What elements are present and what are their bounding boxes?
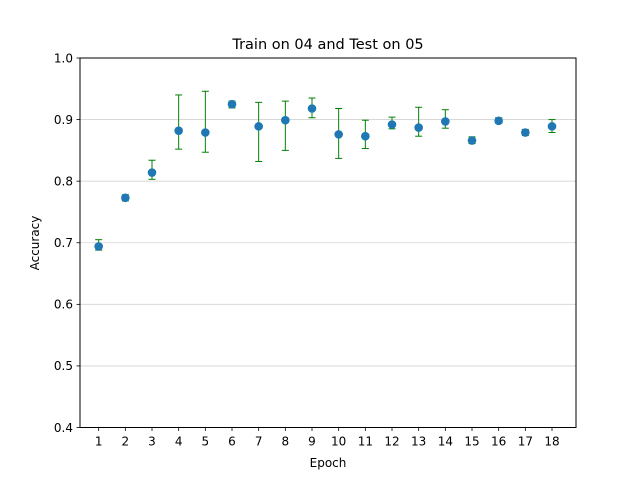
x-tick-label: 17 bbox=[518, 435, 533, 449]
x-tick-label: 2 bbox=[122, 435, 130, 449]
data-point bbox=[521, 128, 530, 137]
data-point bbox=[334, 130, 343, 139]
data-point bbox=[147, 168, 157, 177]
data-point bbox=[281, 115, 290, 125]
data-point bbox=[201, 128, 210, 137]
data-point bbox=[121, 193, 130, 203]
y-tick-label: 0.4 bbox=[54, 421, 73, 435]
data-point bbox=[494, 116, 503, 126]
data-point bbox=[307, 104, 317, 113]
y-tick-label: 1.0 bbox=[54, 51, 73, 65]
y-tick-label: 0.7 bbox=[54, 236, 73, 250]
data-point bbox=[387, 120, 397, 129]
data-point bbox=[414, 123, 423, 132]
y-tick-label: 0.8 bbox=[54, 174, 73, 188]
data-point bbox=[254, 122, 263, 131]
data-points bbox=[94, 99, 557, 251]
gridlines bbox=[80, 119, 576, 367]
data-point bbox=[94, 242, 103, 251]
data-point bbox=[441, 117, 450, 126]
x-tick-label: 18 bbox=[544, 435, 559, 449]
x-tick-label: 15 bbox=[464, 435, 479, 449]
x-tick-label: 6 bbox=[228, 435, 236, 449]
x-tick-label: 8 bbox=[282, 435, 290, 449]
x-tick-label: 9 bbox=[308, 435, 316, 449]
data-point bbox=[547, 122, 557, 131]
x-tick-label: 14 bbox=[438, 435, 453, 449]
y-tick-label: 0.9 bbox=[54, 113, 73, 127]
x-tick-label: 16 bbox=[491, 435, 506, 449]
x-tick-label: 5 bbox=[202, 435, 210, 449]
x-axis-label: Epoch bbox=[310, 456, 347, 470]
x-tick-label: 12 bbox=[384, 435, 399, 449]
x-tick-label: 1 bbox=[95, 435, 103, 449]
x-axis-ticks: 1 2 3 4 5 6 7 8 9 10 11 12 13 14 15 16 17 18 bbox=[95, 427, 560, 449]
data-point bbox=[174, 126, 183, 135]
x-tick-label: 10 bbox=[331, 435, 346, 449]
data-point bbox=[467, 136, 477, 145]
y-axis-label: Accuracy bbox=[28, 216, 42, 271]
data-point bbox=[227, 99, 237, 109]
x-tick-label: 4 bbox=[175, 435, 183, 449]
y-tick-label: 0.5 bbox=[54, 359, 73, 373]
data-point bbox=[361, 131, 370, 141]
chart-title: Train on 04 and Test on 05 bbox=[231, 37, 423, 53]
y-axis-ticks: 0.4 0.5 0.6 0.7 0.8 0.9 1.0 bbox=[54, 51, 80, 435]
error-bars bbox=[95, 90, 556, 251]
x-tick-label: 11 bbox=[358, 435, 373, 449]
x-tick-label: 3 bbox=[148, 435, 156, 449]
x-tick-label: 13 bbox=[411, 435, 426, 449]
x-tick-label: 7 bbox=[255, 435, 263, 449]
y-tick-label: 0.6 bbox=[54, 298, 73, 312]
